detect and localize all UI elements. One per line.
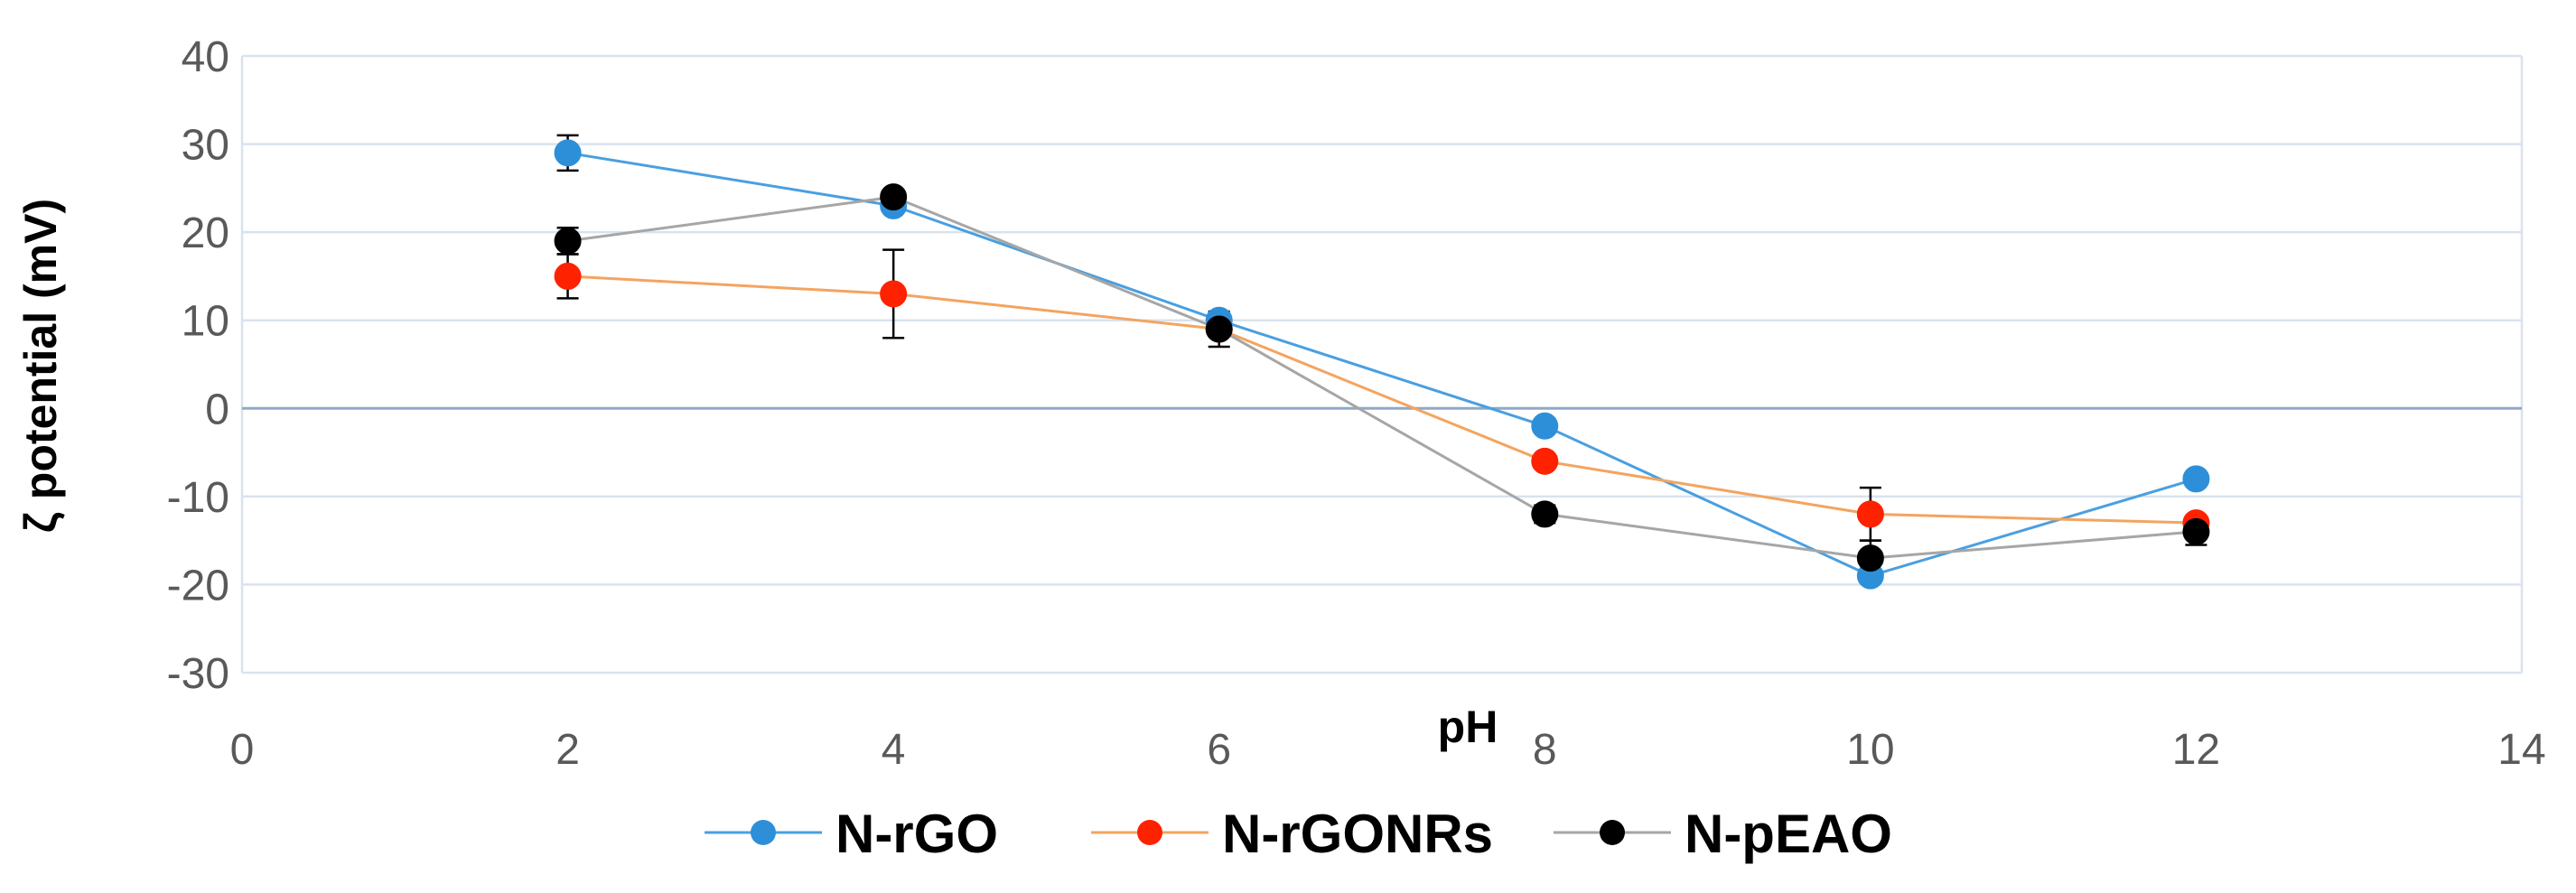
- y-tick-label: -20: [167, 562, 229, 609]
- legend-label: N-rGO: [835, 804, 998, 864]
- x-tick-label: 0: [230, 726, 255, 774]
- legend-item: N-rGONRs: [1091, 804, 1493, 864]
- data-point: [880, 280, 908, 308]
- series-lines: [567, 151, 2197, 578]
- data-point: [1531, 447, 1559, 475]
- y-tick-label: -30: [167, 650, 229, 698]
- data-points: [554, 139, 2210, 590]
- y-axis-title: ζ potential (mV): [15, 199, 66, 533]
- series-line: [567, 195, 2197, 560]
- tick-labels: -30 -20 -10 0 10 20 30 40 0 2 4 6 8 10 12 14: [167, 33, 2546, 774]
- data-point: [1856, 544, 1884, 572]
- x-tick-label: 2: [555, 726, 580, 774]
- x-tick-label: 4: [882, 726, 906, 774]
- y-tick-label: -10: [167, 474, 229, 522]
- x-tick-label: 6: [1207, 726, 1231, 774]
- x-tick-label: 12: [2172, 726, 2220, 774]
- data-point: [1531, 412, 1559, 440]
- x-tick-label: 14: [2497, 726, 2545, 774]
- data-point: [554, 139, 582, 167]
- data-point: [1205, 315, 1233, 343]
- x-axis-title: pH: [1438, 702, 1498, 752]
- x-tick-label: 10: [1846, 726, 1894, 774]
- legend-label: N-pEAO: [1685, 804, 1892, 864]
- data-point: [554, 262, 582, 290]
- y-tick-label: 40: [182, 33, 229, 81]
- legend-marker: [1600, 820, 1625, 845]
- y-tick-label: 20: [182, 209, 229, 257]
- grid-lines: [240, 54, 2524, 674]
- x-tick-label: 8: [1533, 726, 1557, 774]
- data-point: [880, 183, 908, 211]
- legend-item: N-rGO: [705, 804, 998, 864]
- series-line: [567, 151, 2197, 578]
- series-line: [567, 274, 2197, 525]
- data-point: [554, 227, 582, 255]
- y-tick-label: 0: [205, 386, 229, 433]
- legend-marker: [1137, 820, 1162, 845]
- error-bars: [556, 134, 2207, 577]
- y-tick-label: 30: [182, 122, 229, 170]
- data-point: [1531, 500, 1559, 528]
- legend-marker: [751, 820, 776, 845]
- legend-item: N-pEAO: [1554, 804, 1892, 864]
- data-point: [2182, 465, 2210, 493]
- data-point: [2182, 517, 2210, 545]
- legend: N-rGO N-rGONRs N-pEAO: [705, 804, 1892, 864]
- y-tick-label: 10: [182, 298, 229, 346]
- data-point: [1856, 500, 1884, 528]
- legend-label: N-rGONRs: [1222, 804, 1493, 864]
